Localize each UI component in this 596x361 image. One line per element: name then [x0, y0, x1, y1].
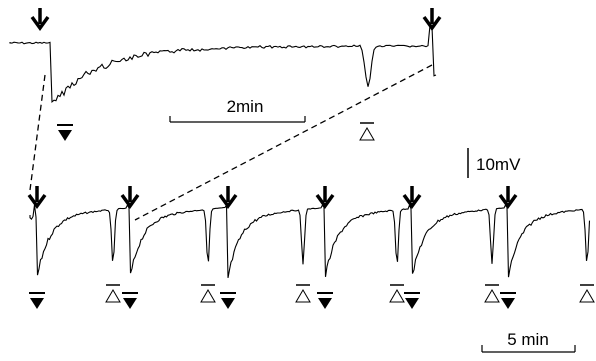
arrow — [30, 8, 50, 31]
filled-triangle — [501, 298, 515, 309]
trace-bottom — [29, 203, 591, 279]
traces — [9, 8, 595, 309]
dashed-link — [29, 74, 46, 191]
arrow — [498, 186, 518, 209]
filled-triangle — [30, 298, 44, 309]
open-triangle — [579, 289, 595, 303]
open-triangle — [484, 289, 500, 303]
filled-triangle — [405, 298, 419, 309]
trace-top — [9, 24, 437, 104]
arrow — [218, 186, 238, 209]
scale-label: 2min — [227, 97, 264, 116]
scale-label: 10mV — [476, 155, 521, 174]
arrow — [315, 186, 335, 209]
arrow — [402, 186, 422, 209]
arrow — [27, 186, 47, 209]
arrow — [120, 186, 140, 209]
open-triangle — [389, 289, 405, 303]
arrow — [422, 8, 442, 31]
filled-triangle — [318, 298, 332, 309]
filled-triangle — [123, 298, 137, 309]
dashed-link — [134, 64, 433, 221]
open-triangle — [200, 289, 216, 303]
scale-label: 5 min — [507, 330, 549, 349]
filled-triangle — [221, 298, 235, 309]
open-triangle — [105, 289, 121, 303]
filled-triangle — [58, 130, 72, 141]
open-triangle — [295, 289, 311, 303]
open-triangle — [359, 127, 375, 141]
